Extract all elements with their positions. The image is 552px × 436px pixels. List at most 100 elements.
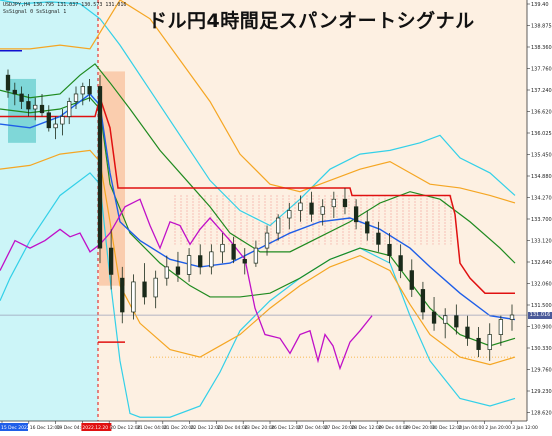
candle-body xyxy=(26,101,31,110)
candle-body xyxy=(509,314,515,320)
candle-body xyxy=(231,243,236,260)
green-upper-line xyxy=(0,63,516,264)
time-axis-label: 27 Dec 20:00 xyxy=(325,425,355,431)
price-axis-label: 139.40 xyxy=(531,2,549,8)
candle-body xyxy=(242,259,247,264)
symbol-header: USDJPY,H4 130.795 131.037 130.573 131.01… xyxy=(3,2,127,8)
candle-body xyxy=(73,93,79,102)
magenta-line xyxy=(0,198,373,371)
page-title: ドル円4時間足スパンオートシグナル xyxy=(148,10,475,32)
time-highlight xyxy=(81,423,112,431)
price-axis-label: 130.330 xyxy=(531,346,552,352)
candle-body xyxy=(465,326,470,339)
candle-body xyxy=(97,86,103,249)
candle-body xyxy=(108,247,114,275)
candle-body xyxy=(175,266,181,275)
current-price-tag: 131.016 xyxy=(528,311,552,319)
time-axis-label: 16 Dec 12:00 xyxy=(30,425,60,431)
candle-body xyxy=(376,232,381,245)
time-axis-label: 26 Dec 12:00 xyxy=(271,425,301,431)
price-axis-label: 132.640 xyxy=(531,260,552,266)
price-axis-label: 129.230 xyxy=(531,389,552,395)
candle-body xyxy=(131,281,136,313)
price-axis-label: 135.450 xyxy=(531,153,552,159)
time-start-highlight xyxy=(0,423,28,431)
time-axis-label: 30 Dec 12:00 xyxy=(432,425,462,431)
candle-body xyxy=(120,277,125,313)
time-axis-label: 23 Dec 20:00 xyxy=(244,425,274,431)
candle-body xyxy=(33,104,38,110)
price-axis-label: 130.900 xyxy=(531,325,552,331)
candle-body xyxy=(142,281,147,298)
candle-body xyxy=(253,247,259,264)
left-zone xyxy=(0,0,98,421)
candle-body xyxy=(298,202,303,211)
indicator-header: SsSignal 0 SsSignal 1 xyxy=(3,9,67,15)
candle-body xyxy=(60,116,65,125)
price-axis-label: 136.620 xyxy=(531,110,552,116)
price-axis-label: 131.500 xyxy=(531,303,552,309)
time-axis-label: 29 Dec 20:00 xyxy=(405,425,435,431)
candle-body xyxy=(220,243,225,253)
time-axis-label: 22 Dec 12:00 xyxy=(191,425,221,431)
price-axis xyxy=(527,0,552,436)
candle-body xyxy=(398,255,403,271)
candle-body xyxy=(320,206,325,215)
price-axis-label: 137.240 xyxy=(531,88,552,94)
candle-body xyxy=(487,334,492,350)
lower-orange-band xyxy=(0,149,516,366)
upper-orange-band xyxy=(0,0,516,204)
candle-body xyxy=(431,311,437,324)
candle-body xyxy=(454,315,459,328)
candle-body xyxy=(12,89,17,95)
candle-body xyxy=(420,289,426,313)
lower-cyan-band xyxy=(0,172,516,418)
time-axis-label: 2 Jan 04:00 xyxy=(459,425,485,431)
time-axis-label: 2 Jan 20:00 xyxy=(485,425,511,431)
upper-cyan-band xyxy=(0,0,516,227)
time-axis-label: 27 Dec 04:00 xyxy=(298,425,328,431)
time-axis-label: 19 Dec 04:00 xyxy=(57,425,87,431)
candle-body xyxy=(39,104,45,114)
candle-body xyxy=(46,112,51,129)
time-axis-label: 23 Dec 04:00 xyxy=(217,425,247,431)
candle-body xyxy=(342,198,348,208)
candle-body xyxy=(309,202,314,215)
candle-body xyxy=(209,251,214,268)
time-axis-label: 21 Dec 20:00 xyxy=(164,425,194,431)
time-axis-label: 20 Dec 12:00 xyxy=(110,425,140,431)
price-axis-label: 134.270 xyxy=(531,196,552,202)
candle-body xyxy=(153,277,158,298)
candle-body xyxy=(19,93,24,102)
price-axis-label: 136.025 xyxy=(531,131,552,137)
time-axis-label: 29 Dec 04:00 xyxy=(378,425,408,431)
candle-body xyxy=(287,210,292,219)
candle-body xyxy=(443,315,448,324)
candle-body xyxy=(476,337,481,350)
time-axis-label: 15 Dec 2022 xyxy=(1,425,30,431)
candle-body xyxy=(353,206,359,223)
candle-body xyxy=(331,198,336,208)
time-axis-label: 3 Jan 12:00 xyxy=(512,425,538,431)
price-axis-label: 132.060 xyxy=(531,282,552,288)
blue-ma-line xyxy=(0,93,516,321)
candle-body xyxy=(276,217,281,234)
price-axis-label: 129.760 xyxy=(531,368,552,374)
price-axis-label: 128.620 xyxy=(531,411,552,417)
price-axis-label: 133.120 xyxy=(531,239,552,245)
time-axis-label: 28 Dec 12:00 xyxy=(351,425,381,431)
price-axis-label: 138.360 xyxy=(531,45,552,51)
candle-body xyxy=(67,101,72,117)
candle-body xyxy=(164,266,169,279)
candle-body xyxy=(498,319,504,335)
candle-body xyxy=(387,243,392,256)
candle-body xyxy=(365,221,370,234)
price-axis-label: 134.880 xyxy=(531,174,552,180)
candle-body xyxy=(409,270,414,290)
price-axis-label: 138.875 xyxy=(531,24,552,30)
price-axis-label: 133.700 xyxy=(531,217,552,223)
candle-body xyxy=(87,86,92,95)
price-axis-label: 137.760 xyxy=(531,67,552,73)
